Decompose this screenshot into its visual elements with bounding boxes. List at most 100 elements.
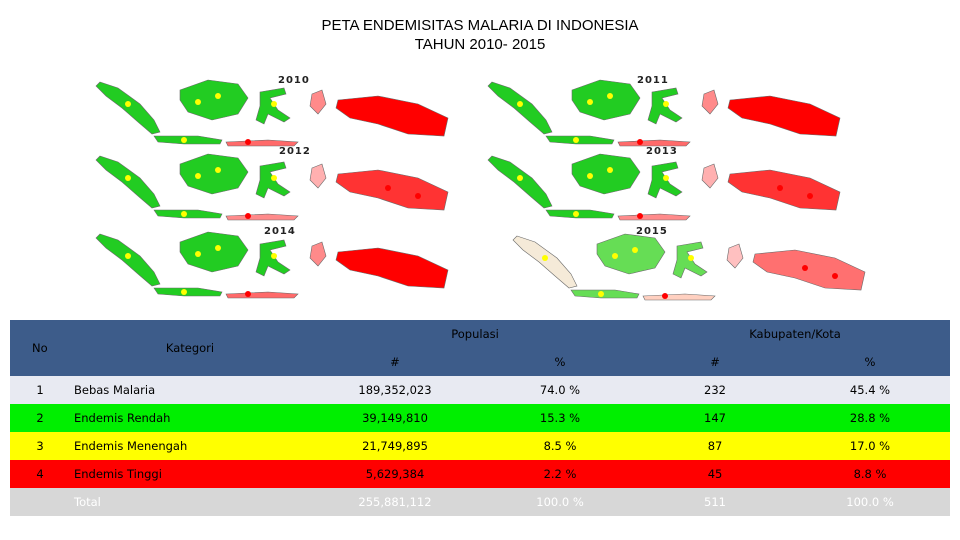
island-maluku bbox=[309, 241, 327, 267]
district-highlight bbox=[215, 93, 221, 99]
island-kalimantan bbox=[571, 153, 641, 195]
district-highlight bbox=[245, 213, 251, 219]
indonesia-map-graphic bbox=[95, 153, 449, 221]
table-row: 2 Endemis Rendah 39,149,810 15.3 % 147 2… bbox=[10, 404, 951, 432]
island-bali-nusa bbox=[617, 213, 691, 221]
district-highlight bbox=[587, 99, 593, 105]
row-pop-pct: 8.5 % bbox=[543, 439, 577, 453]
island-kalimantan bbox=[179, 153, 249, 195]
island-maluku bbox=[726, 243, 744, 269]
island-sumatra bbox=[95, 155, 161, 209]
island-sumatra bbox=[487, 81, 553, 135]
table-header-row: No Kategori Populasi Kabupaten/Kota bbox=[10, 320, 951, 355]
total-pop-pct: 100.0 % bbox=[536, 495, 584, 509]
header-no: No bbox=[32, 341, 48, 355]
district-highlight bbox=[573, 137, 579, 143]
district-highlight bbox=[832, 273, 838, 279]
island-papua bbox=[335, 247, 449, 289]
total-pop-num: 255,881,112 bbox=[358, 495, 432, 509]
table-total-row: Total 255,881,112 100.0 % 511 100.0 % bbox=[10, 488, 951, 516]
map-2010 bbox=[88, 74, 458, 148]
island-bali-nusa bbox=[225, 291, 299, 299]
district-highlight bbox=[542, 255, 548, 261]
row-kategori: Endemis Menengah bbox=[74, 439, 188, 453]
row-pop-pct: 74.0 % bbox=[539, 383, 581, 397]
district-highlight bbox=[245, 139, 251, 145]
island-sumatra bbox=[487, 155, 553, 209]
island-kalimantan bbox=[179, 79, 249, 121]
row-pop-num: 5,629,384 bbox=[365, 467, 425, 481]
map-2015 bbox=[505, 228, 875, 302]
district-highlight bbox=[637, 139, 643, 145]
indonesia-map-graphic bbox=[95, 231, 449, 299]
row-kab-num: 45 bbox=[707, 467, 723, 481]
island-kalimantan bbox=[179, 231, 249, 273]
island-maluku bbox=[701, 163, 719, 189]
row-kab-pct: 17.0 % bbox=[849, 439, 891, 453]
header-pop-pct: % bbox=[554, 355, 566, 369]
row-kategori: Endemis Tinggi bbox=[74, 467, 162, 481]
island-bali-nusa bbox=[617, 139, 691, 147]
total-kab-pct: 100.0 % bbox=[846, 495, 894, 509]
row-kab-pct: 45.4 % bbox=[849, 383, 891, 397]
district-highlight bbox=[663, 175, 669, 181]
row-pop-pct: 15.3 % bbox=[539, 411, 581, 425]
endemicity-table: No Kategori Populasi Kabupaten/Kota # % … bbox=[10, 320, 951, 516]
header-pop-num: # bbox=[390, 355, 400, 369]
district-highlight bbox=[663, 101, 669, 107]
district-highlight bbox=[573, 211, 579, 217]
district-highlight bbox=[415, 119, 421, 125]
row-no: 4 bbox=[36, 467, 44, 481]
row-no: 1 bbox=[36, 383, 44, 397]
district-highlight bbox=[271, 175, 277, 181]
district-highlight bbox=[807, 193, 813, 199]
row-no: 2 bbox=[36, 411, 44, 425]
island-papua bbox=[752, 249, 866, 291]
table-row: 1 Bebas Malaria 189,352,023 74.0 % 232 4… bbox=[10, 376, 951, 404]
district-highlight bbox=[802, 265, 808, 271]
district-highlight bbox=[807, 119, 813, 125]
island-sumatra bbox=[512, 235, 578, 289]
district-highlight bbox=[612, 253, 618, 259]
district-highlight bbox=[587, 173, 593, 179]
district-highlight bbox=[215, 245, 221, 251]
indonesia-map-graphic bbox=[487, 153, 841, 221]
map-year-label: 2014 bbox=[264, 226, 296, 237]
district-highlight bbox=[415, 271, 421, 277]
row-pop-pct: 2.2 % bbox=[543, 467, 577, 481]
district-highlight bbox=[607, 167, 613, 173]
district-highlight bbox=[181, 137, 187, 143]
district-highlight bbox=[195, 251, 201, 257]
district-highlight bbox=[195, 173, 201, 179]
district-highlight bbox=[271, 253, 277, 259]
map-year-label: 2013 bbox=[646, 146, 678, 157]
row-kab-pct: 28.8 % bbox=[849, 411, 891, 425]
header-kabupaten: Kabupaten/Kota bbox=[749, 327, 841, 341]
island-java bbox=[570, 289, 640, 299]
district-highlight bbox=[598, 291, 604, 297]
table-row: 3 Endemis Menengah 21,749,895 8.5 % 87 1… bbox=[10, 432, 951, 460]
island-java bbox=[153, 135, 223, 145]
total-label: Total bbox=[74, 495, 101, 509]
island-bali-nusa bbox=[642, 293, 716, 301]
district-highlight bbox=[517, 101, 523, 107]
district-highlight bbox=[777, 185, 783, 191]
island-java bbox=[153, 287, 223, 297]
map-year-label: 2011 bbox=[637, 75, 669, 86]
header-populasi: Populasi bbox=[451, 327, 499, 341]
row-pop-num: 21,749,895 bbox=[362, 439, 428, 453]
district-highlight bbox=[688, 255, 694, 261]
island-java bbox=[545, 209, 615, 219]
island-maluku bbox=[309, 163, 327, 189]
island-papua bbox=[335, 95, 449, 137]
header-kategori: Kategori bbox=[165, 341, 215, 355]
row-kab-num: 232 bbox=[704, 383, 726, 397]
island-kalimantan bbox=[571, 79, 641, 121]
district-highlight bbox=[385, 185, 391, 191]
row-kab-num: 147 bbox=[704, 411, 726, 425]
row-kab-pct: 8.8 % bbox=[853, 467, 887, 481]
row-pop-num: 39,149,810 bbox=[362, 411, 428, 425]
row-kab-num: 87 bbox=[707, 439, 723, 453]
island-java bbox=[545, 135, 615, 145]
island-papua bbox=[335, 169, 449, 211]
